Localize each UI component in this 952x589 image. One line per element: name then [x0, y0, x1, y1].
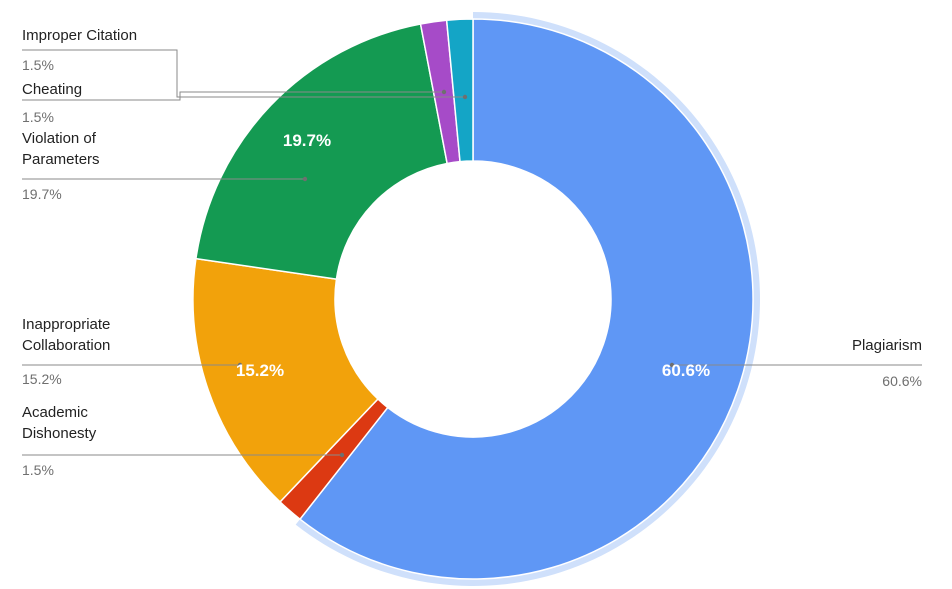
leader-dot-academic-dishonesty — [339, 452, 345, 458]
slice-label-plagiarism: 60.6% — [662, 361, 710, 380]
label-name-inappropriate-collaboration: Inappropriate Collaboration — [22, 316, 110, 354]
leader-line-cheating — [22, 91, 444, 101]
leader-dot-improper-citation — [462, 94, 468, 100]
label-value-plagiarism: 60.6% — [882, 373, 922, 389]
label-value-inappropriate-collaboration: 15.2% — [22, 371, 62, 387]
leader-line-improper-citation — [22, 49, 465, 98]
label-name-plagiarism: Plagiarism — [852, 337, 922, 354]
slice-label-violation-of-parameters: 19.7% — [283, 131, 331, 150]
label-value-academic-dishonesty: 1.5% — [22, 462, 54, 478]
leader-dot-inappropriate-collaboration — [237, 362, 243, 368]
label-name-violation-of-parameters: Violation of Parameters — [22, 130, 100, 168]
leader-dot-cheating — [441, 89, 447, 95]
leader-lines-layer — [22, 49, 922, 458]
slice-value-labels-layer: 60.6% 15.2% 19.7% — [236, 131, 710, 380]
label-name-improper-citation: Improper Citation — [22, 27, 137, 44]
leader-dot-violation-of-parameters — [302, 176, 308, 182]
labels-layer: Plagiarism 60.6% Academic Dishonesty 1.5% Ina… — [22, 27, 922, 478]
label-name-cheating: Cheating — [22, 81, 82, 98]
leader-dot-plagiarism — [669, 362, 675, 368]
label-value-violation-of-parameters: 19.7% — [22, 186, 62, 202]
donut-hole — [335, 161, 611, 437]
label-value-cheating: 1.5% — [22, 109, 54, 125]
label-value-improper-citation: 1.5% — [22, 57, 54, 73]
slice-label-inappropriate-collaboration: 15.2% — [236, 361, 284, 380]
label-name-academic-dishonesty: Academic Dishonesty — [22, 404, 97, 442]
donut-hole-layer — [335, 161, 611, 437]
